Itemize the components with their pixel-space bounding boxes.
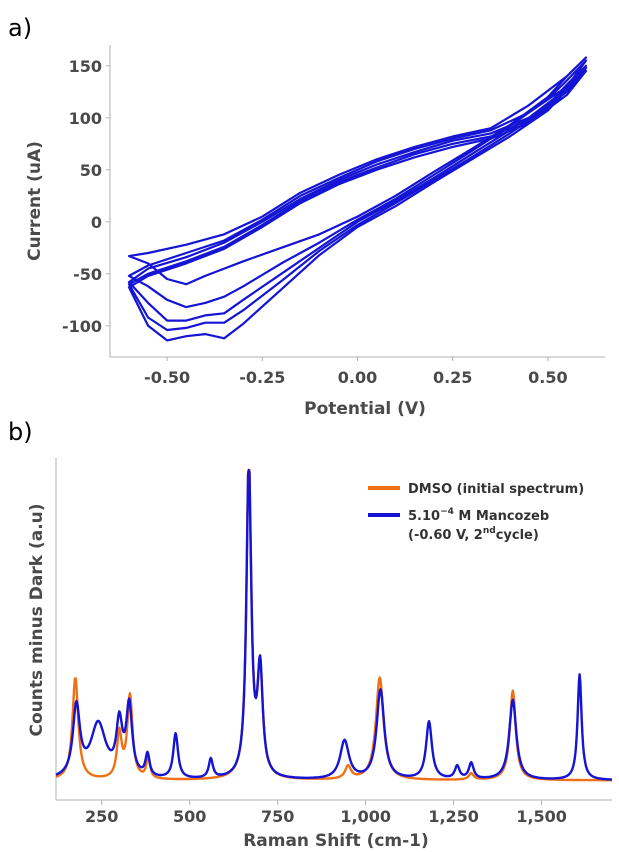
panel-b-x-tick-label: 500 [173, 807, 206, 826]
panel-a-x-ticks: -0.50 -0.25 0.00 0.25 0.50 [144, 357, 568, 387]
cv-cycle-3-line [127, 64, 588, 322]
panel-b-x-tick-label: 1,250 [428, 807, 479, 826]
cv-cycle-4-line [127, 66, 588, 332]
panel-b-series [55, 468, 613, 782]
panel-b-x-tick-label: 750 [261, 807, 294, 826]
panel-b-x-tick-label: 1,500 [516, 807, 567, 826]
legend-mancozeb-text-a: 5.10 [408, 509, 440, 524]
panel-a-y-tick-label: -50 [73, 265, 102, 284]
panel-a-y-tick-label: -100 [62, 317, 102, 336]
raman-series-2-line [55, 468, 613, 781]
legend-label-dmso: DMSO (initial spectrum) [408, 482, 584, 497]
panel-a-y-ticks: -100 -50 0 50 100 150 [62, 57, 110, 336]
panel-b-x-ticks: 250 500 750 1,000 1,250 1,500 [85, 800, 567, 826]
panel-a-y-tick-label: 0 [91, 213, 102, 232]
panel-b-raman-spectrum: b) 250 500 750 1,000 1,250 1,500 Counts minus… [8, 418, 613, 851]
panel-a-label: a) [8, 14, 32, 42]
panel-b-y-axis-title: Counts minus Dark (a.u) [27, 503, 47, 736]
legend-mancozeb-text-d: cycle) [496, 528, 539, 543]
panel-b-x-tick-label: 250 [85, 807, 118, 826]
panel-a-x-tick-label: -0.50 [144, 368, 190, 387]
panel-a-y-tick-label: 150 [69, 57, 102, 76]
panel-a-y-axis-title: Current (uA) [25, 141, 45, 261]
panel-a-y-tick-label: 100 [69, 109, 102, 128]
panel-a-x-tick-label: 0.00 [338, 368, 377, 387]
panel-b-x-tick-label: 1,000 [340, 807, 391, 826]
legend-mancozeb-text-b: M Mancozeb [454, 509, 549, 524]
cv-cycle-2-line [127, 59, 588, 309]
panel-a-y-tick-label: 50 [80, 161, 102, 180]
legend-mancozeb-superscript-nd: nd [483, 526, 496, 536]
panel-a-cyclic-voltammogram: a) -100 -50 0 50 100 150 -0.50 -0.25 0.00 0.25 0.… [8, 14, 605, 419]
panel-a-x-axis-title: Potential (V) [304, 399, 426, 419]
legend-mancozeb-superscript-exp: −4 [440, 507, 454, 517]
panel-a-x-tick-label: -0.25 [239, 368, 285, 387]
panel-b-legend: DMSO (initial spectrum) 5.10−4 M Mancoze… [368, 482, 584, 543]
legend-label-mancozeb-line1: 5.10−4 M Mancozeb [408, 507, 549, 524]
panel-b-label: b) [8, 418, 33, 446]
panel-b-x-axis-title: Raman Shift (cm-1) [243, 831, 429, 851]
panel-a-series [127, 56, 588, 342]
cv-cycle-5-line [127, 69, 588, 342]
panel-a-x-tick-label: 0.25 [433, 368, 472, 387]
legend-mancozeb-text-c: (-0.60 V, 2 [408, 528, 483, 543]
panel-a-x-tick-label: 0.50 [528, 368, 567, 387]
legend-label-mancozeb-line2: (-0.60 V, 2ndcycle) [408, 526, 539, 543]
